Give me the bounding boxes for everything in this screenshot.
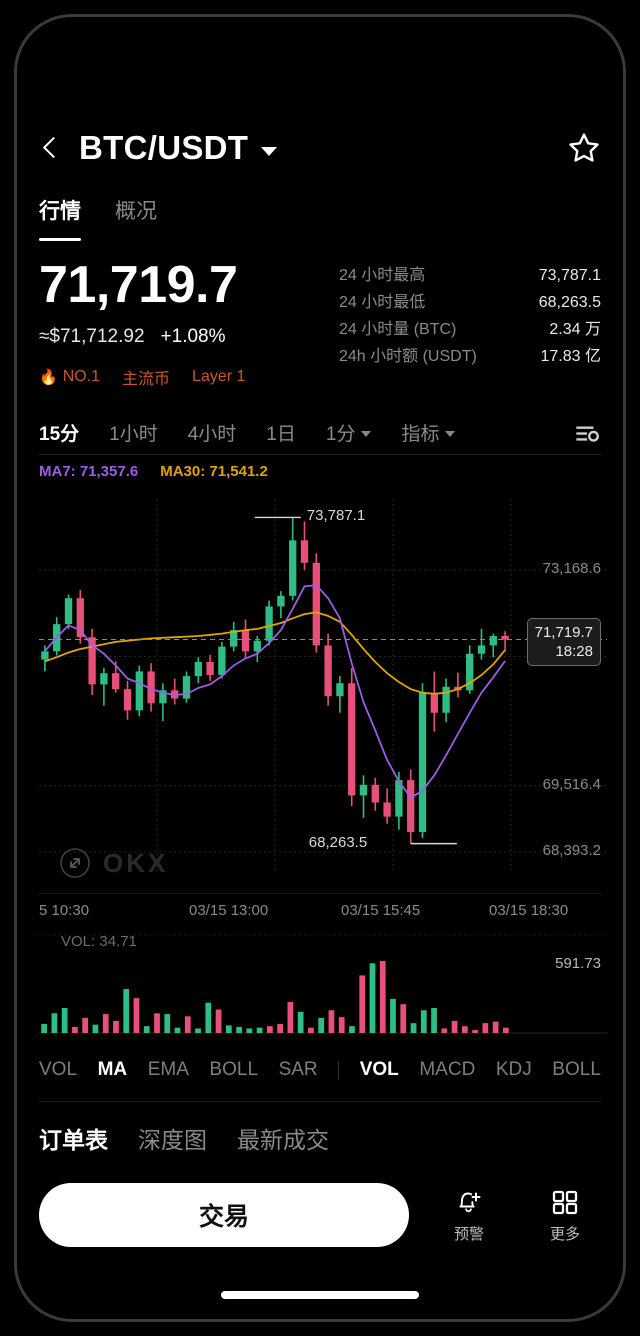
- indicator-tabs: VOL MA EMA BOLL SAR VOL MACD KDJ BOLL: [39, 1045, 601, 1095]
- table-row: 24 小时最低 68,263.5: [339, 290, 601, 315]
- timeframe-15m[interactable]: 15分: [39, 424, 80, 445]
- indicator-sar[interactable]: SAR: [278, 1059, 318, 1080]
- phone-frame: BTC/USDT 行情 概况 71,719.7 ≈$71,712.92 +1.0…: [14, 14, 626, 1322]
- section-tabs: 行情 概况: [39, 195, 601, 241]
- tag-no1-label: NO.1: [62, 368, 101, 385]
- alert-label: 预警: [453, 1226, 484, 1243]
- timeframe-1d[interactable]: 1日: [266, 424, 296, 445]
- price-axis-label: 68,393.2: [542, 841, 601, 859]
- home-indicator: [221, 1291, 419, 1299]
- current-price-badge: 71,719.7 18:28: [526, 617, 601, 666]
- stat-label: 24 小时最高: [339, 267, 426, 284]
- page-title: BTC/USDT: [79, 129, 249, 166]
- tab-market[interactable]: 行情: [39, 195, 81, 241]
- time-axis-label: 03/15 18:30: [489, 902, 569, 919]
- volume-legend: VOL: 34.71: [61, 933, 137, 950]
- indicator-dropdown[interactable]: 指标: [401, 419, 456, 446]
- current-price-value: 71,719.7: [534, 623, 593, 641]
- more-label: 更多: [549, 1226, 580, 1243]
- ma30-legend: MA30: 71,541.2: [160, 463, 268, 480]
- price-summary: 71,719.7 ≈$71,712.92 +1.08% 🔥 NO.1 主流币 L…: [39, 255, 601, 389]
- last-price: 71,719.7: [39, 256, 238, 314]
- tag-mainstream[interactable]: 主流币: [122, 371, 171, 388]
- flame-icon: 🔥: [39, 369, 58, 386]
- chart-low-label: 68,263.5: [308, 833, 368, 851]
- indicator-vol-main[interactable]: VOL: [39, 1059, 78, 1080]
- stat-label: 24 小时量 (BTC): [339, 321, 457, 338]
- app-screen: BTC/USDT 行情 概况 71,719.7 ≈$71,712.92 +1.0…: [17, 17, 623, 1319]
- chart-watermark: OKX: [59, 847, 168, 879]
- time-axis-label: 5 10:30: [39, 902, 90, 919]
- alert-button[interactable]: 预警: [433, 1186, 505, 1244]
- expand-fullscreen-icon[interactable]: [59, 847, 91, 879]
- table-row: 24 小时最高 73,787.1: [339, 263, 601, 288]
- tag-layer1[interactable]: Layer 1: [192, 368, 246, 385]
- indicator-ema[interactable]: EMA: [147, 1059, 189, 1080]
- more-button[interactable]: 更多: [529, 1186, 601, 1244]
- back-icon[interactable]: [39, 133, 65, 163]
- ma7-legend: MA7: 71,357.6: [39, 463, 139, 480]
- tab-orderbook[interactable]: 订单表: [39, 1126, 108, 1153]
- volume-chart[interactable]: VOL: 34.71 591.73: [39, 929, 607, 1041]
- indicator-macd[interactable]: MACD: [419, 1059, 476, 1080]
- time-axis: 5 10:30 03/15 13:00 03/15 15:45 03/15 18…: [39, 893, 601, 927]
- price-usd: ≈$71,712.92: [39, 326, 145, 347]
- price-change: +1.08%: [160, 326, 226, 347]
- stat-label: 24h 小时额 (USDT): [339, 348, 477, 365]
- okx-brand-mark: OKX: [103, 847, 169, 878]
- candlestick-canvas: [39, 499, 607, 871]
- stat-value: 2.34 万: [549, 321, 601, 338]
- chevron-down-icon: [445, 431, 456, 437]
- timeframe-more-label: 1分: [325, 424, 356, 445]
- chart-settings-icon[interactable]: [571, 420, 601, 446]
- indicator-vol-sub[interactable]: VOL: [359, 1059, 399, 1080]
- price-chart[interactable]: MA7: 71,357.6 MA30: 71,541.2 73,168.6 71…: [39, 463, 607, 893]
- time-axis-label: 03/15 13:00: [189, 902, 269, 919]
- stat-value: 17.83 亿: [540, 348, 602, 365]
- timeframe-4h[interactable]: 4小时: [187, 424, 237, 445]
- price-axis-label: 69,516.4: [542, 775, 601, 793]
- time-axis-label: 03/15 15:45: [341, 902, 421, 919]
- tab-depth[interactable]: 深度图: [138, 1126, 207, 1153]
- price-axis-label: 73,168.6: [542, 559, 601, 577]
- current-price-time: 18:28: [555, 642, 593, 660]
- volume-max-label: 591.73: [555, 955, 601, 972]
- trade-button[interactable]: 交易: [39, 1183, 409, 1247]
- action-bar: 交易 预警 更多: [39, 1183, 601, 1247]
- indicator-kdj[interactable]: KDJ: [495, 1059, 532, 1080]
- indicator-boll[interactable]: BOLL: [209, 1059, 259, 1080]
- stat-value: 68,263.5: [538, 294, 601, 311]
- tag-no1[interactable]: 🔥 NO.1: [39, 368, 100, 386]
- indicator-dropdown-label: 指标: [401, 424, 440, 445]
- divider: [338, 1060, 340, 1080]
- chart-high-label: 73,787.1: [306, 507, 366, 525]
- tab-overview[interactable]: 概况: [115, 200, 157, 223]
- table-row: 24 小时量 (BTC) 2.34 万: [339, 317, 601, 342]
- table-row: 24h 小时额 (USDT) 17.83 亿: [339, 344, 601, 369]
- timeframe-more-dropdown[interactable]: 1分: [326, 419, 372, 446]
- volume-canvas: [39, 934, 607, 1034]
- chevron-down-icon[interactable]: [261, 146, 278, 156]
- orderbook-tabs: 订单表 深度图 最新成交: [39, 1101, 601, 1173]
- tab-trades[interactable]: 最新成交: [237, 1126, 329, 1153]
- timeframe-1h[interactable]: 1小时: [109, 424, 158, 445]
- stat-value: 73,787.1: [538, 267, 601, 284]
- star-outline-icon[interactable]: [567, 131, 601, 165]
- ma-legend: MA7: 71,357.6 MA30: 71,541.2: [39, 463, 268, 480]
- tag-row: 🔥 NO.1 主流币 Layer 1: [39, 365, 339, 389]
- indicator-boll-sub[interactable]: BOLL: [552, 1059, 601, 1080]
- grid-icon: [552, 1190, 578, 1215]
- header: BTC/USDT: [39, 117, 601, 179]
- stat-label: 24 小时最低: [339, 294, 426, 311]
- timeframe-toolbar: 15分 1小时 4小时 1日 1分 指标: [39, 411, 601, 455]
- bell-plus-icon: [459, 1192, 481, 1213]
- indicator-ma[interactable]: MA: [97, 1059, 128, 1080]
- stats-table: 24 小时最高 73,787.1 24 小时最低 68,263.5 24 小时量…: [339, 255, 601, 389]
- chevron-down-icon: [361, 431, 372, 437]
